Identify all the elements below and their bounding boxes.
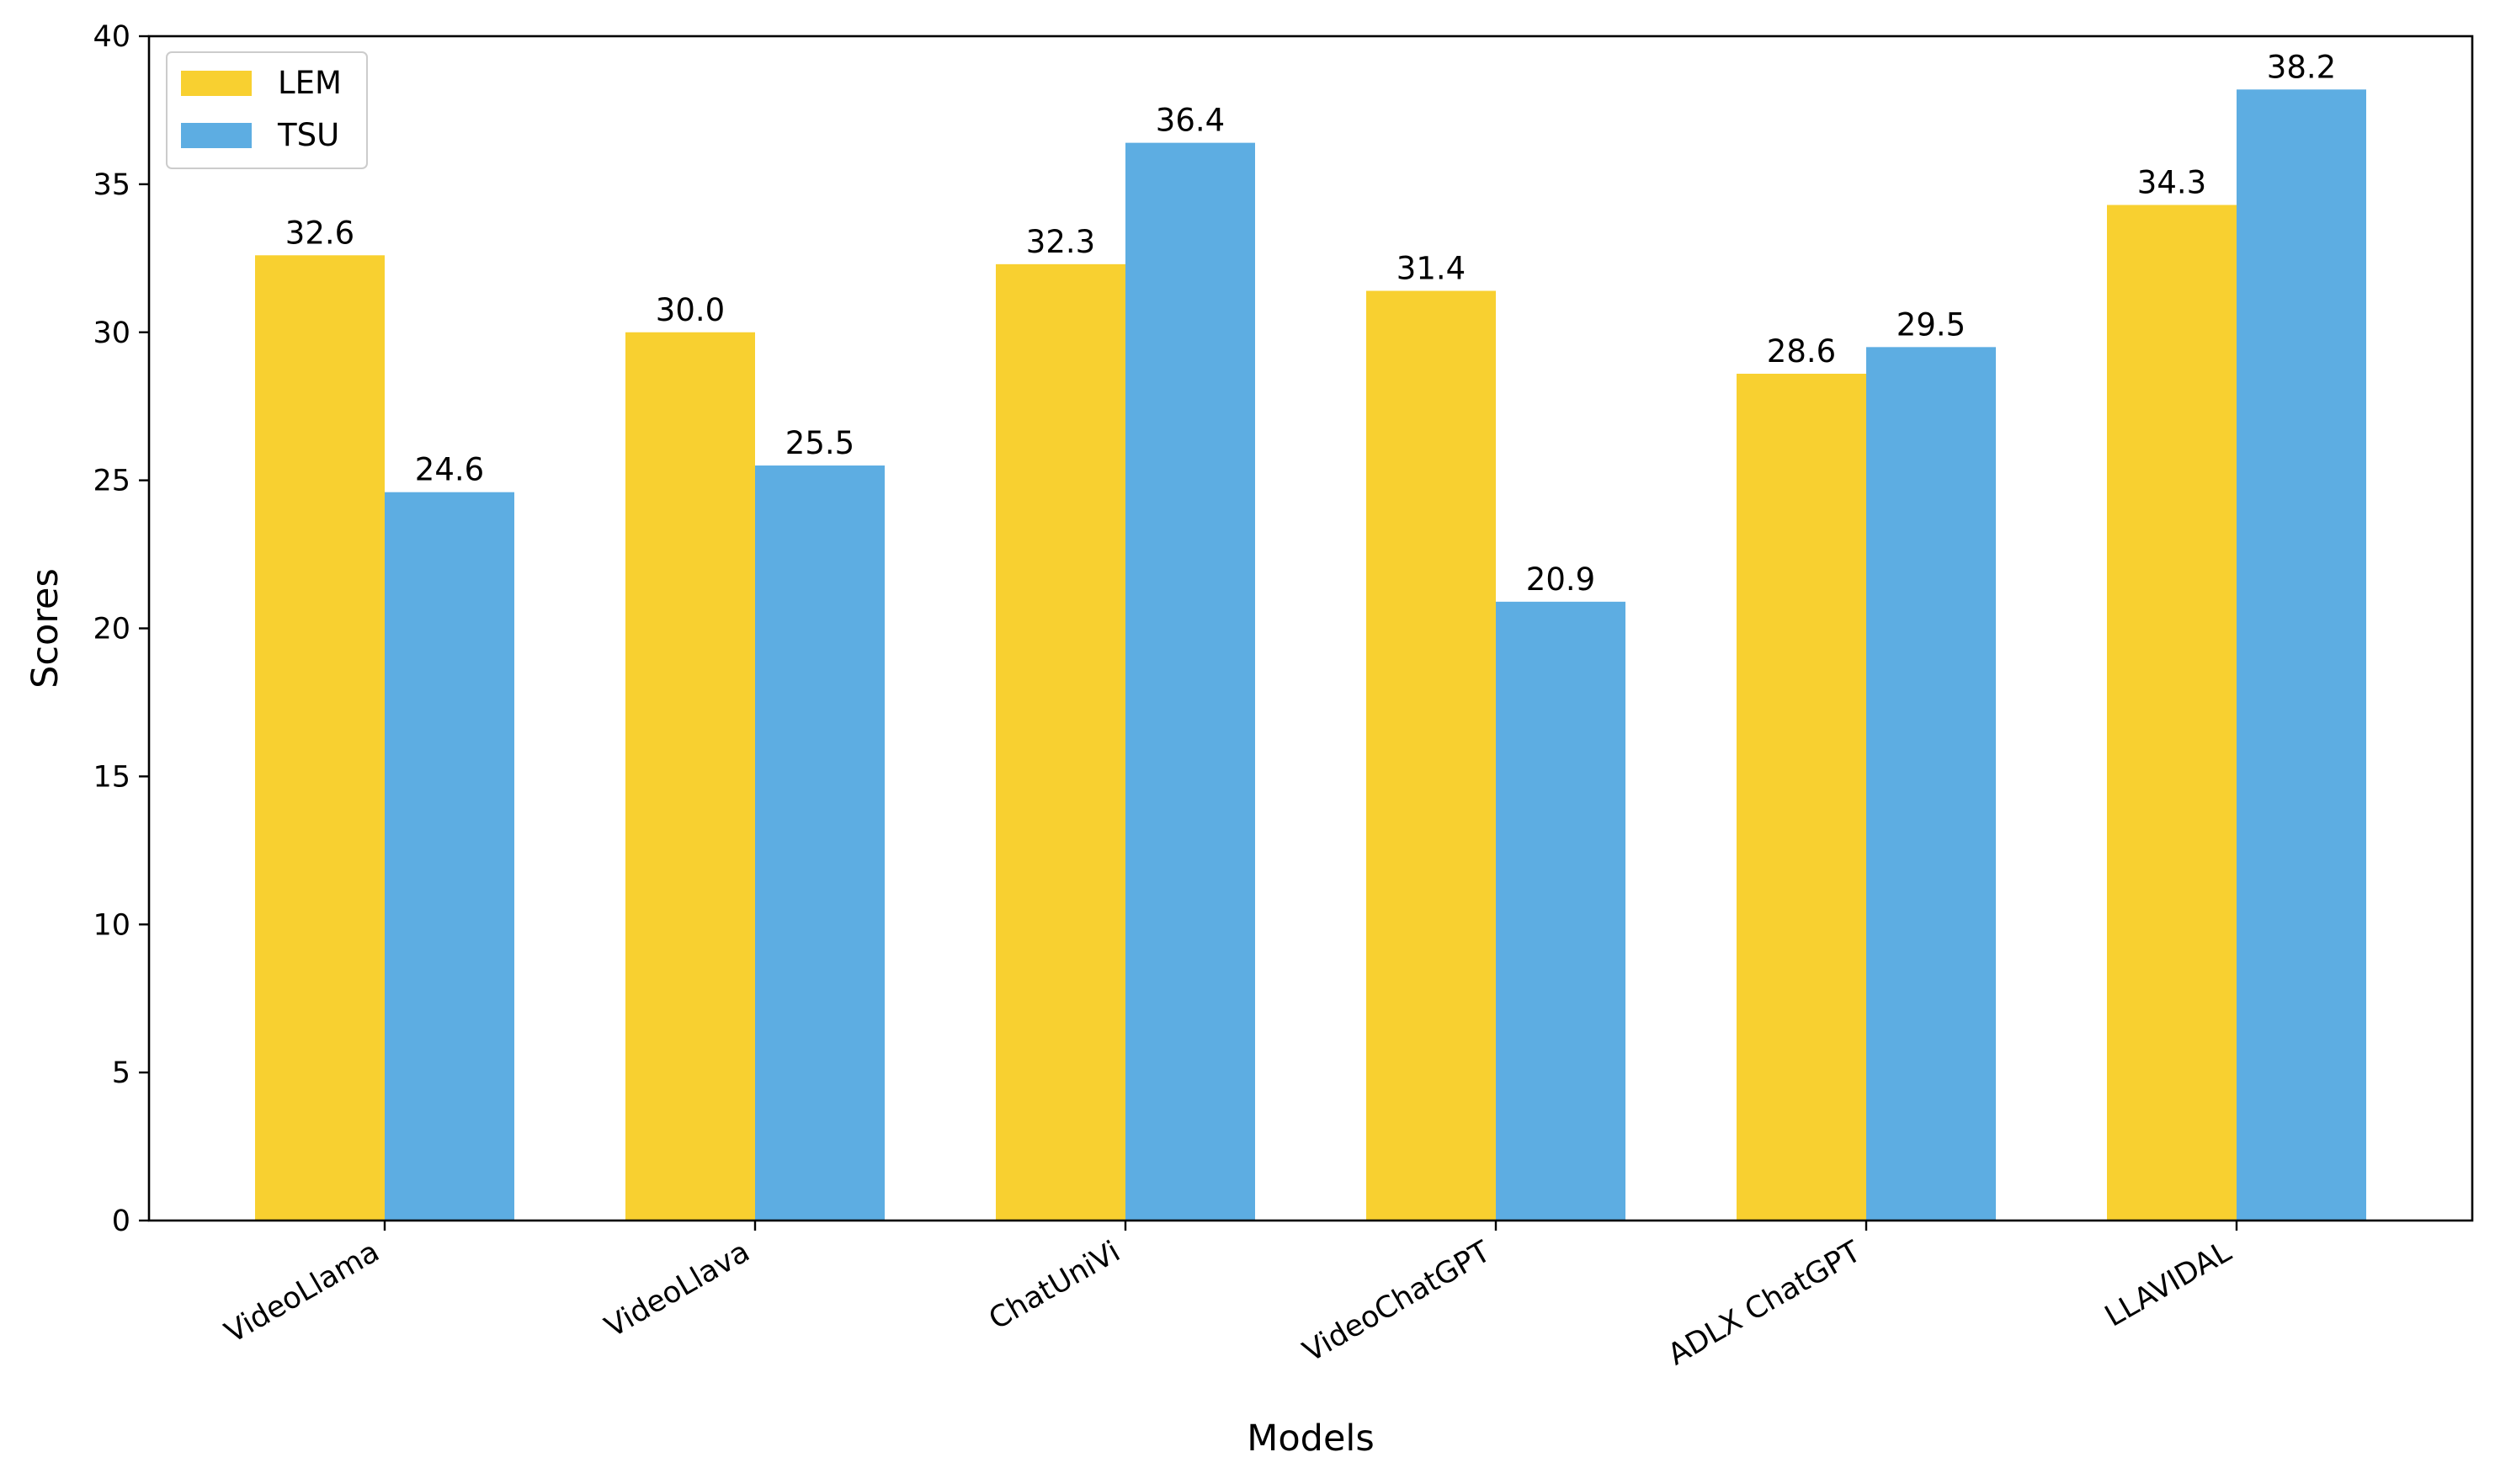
value-label-lem-videollava: 30.0: [656, 292, 725, 328]
value-label-lem-chatunivi: 32.3: [1026, 224, 1095, 260]
y-tick-label-35: 35: [93, 168, 130, 202]
legend-swatch-lem: [181, 71, 252, 96]
x-tick-label-llavidal: LLAVIDAL: [2099, 1235, 2237, 1334]
value-label-tsu-videochatgpt: 20.9: [1526, 561, 1595, 598]
bars-layer: [255, 89, 2366, 1221]
legend: LEM TSU: [166, 51, 368, 169]
value-label-tsu-chatunivi: 36.4: [1156, 103, 1225, 139]
value-label-tsu-videollama: 24.6: [415, 452, 484, 488]
value-label-tsu-videollava: 25.5: [785, 425, 854, 461]
x-axis-title: Models: [1247, 1418, 1375, 1460]
bar-tsu-llavidal: [2237, 89, 2366, 1221]
legend-label-lem: LEM: [278, 65, 342, 101]
value-label-tsu-llavidal: 38.2: [2267, 49, 2336, 85]
y-tick-label-0: 0: [112, 1205, 130, 1238]
bar-lem-videochatgpt: [1366, 290, 1496, 1221]
y-tick-label-20: 20: [93, 613, 130, 646]
x-tick-label-chatunivi: ChatUniVi: [983, 1235, 1125, 1337]
x-tick-label-adlx-chatgpt: ADLX ChatGPT: [1662, 1235, 1867, 1372]
legend-swatch-tsu: [181, 123, 252, 148]
y-tick-label-10: 10: [93, 908, 130, 942]
y-axis-title: Scores: [24, 568, 66, 689]
x-tick-label-videochatgpt: VideoChatGPT: [1297, 1235, 1497, 1370]
bar-lem-videollama: [255, 255, 385, 1221]
value-label-lem-videochatgpt: 31.4: [1396, 251, 1466, 287]
x-axis: VideoLlama VideoLlava ChatUniVi VideoChatGP…: [220, 1221, 2238, 1372]
bar-tsu-videochatgpt: [1496, 601, 1625, 1221]
bar-lem-videollava: [625, 332, 755, 1221]
bar-lem-adlx-chatgpt: [1737, 373, 1866, 1221]
bar-tsu-chatunivi: [1125, 142, 1255, 1221]
x-tick-label-videollava: VideoLlava: [599, 1235, 755, 1344]
value-label-lem-llavidal: 34.3: [2137, 164, 2206, 200]
y-tick-label-40: 40: [93, 20, 130, 54]
bar-tsu-adlx-chatgpt: [1866, 347, 1996, 1221]
bar-lem-chatunivi: [996, 263, 1125, 1221]
value-label-tsu-adlx-chatgpt: 29.5: [1897, 306, 1966, 343]
y-tick-label-5: 5: [112, 1056, 130, 1090]
y-tick-label-25: 25: [93, 465, 130, 498]
legend-label-tsu: TSU: [277, 117, 339, 153]
bar-lem-llavidal: [2107, 205, 2237, 1221]
value-labels-layer: 32.6 24.6 30.0 25.5 32.3 36.4 31.4 20.9 28.6 29.5…: [285, 49, 2336, 598]
x-tick-label-videollama: VideoLlama: [220, 1235, 386, 1350]
value-label-lem-adlx-chatgpt: 28.6: [1767, 333, 1836, 370]
y-tick-label-15: 15: [93, 760, 130, 794]
y-tick-label-30: 30: [93, 316, 130, 350]
y-axis: 0 5 10 15 20 25 30 35 40: [93, 20, 149, 1238]
bar-tsu-videollava: [755, 465, 885, 1221]
bar-tsu-videollama: [385, 492, 514, 1221]
value-label-lem-videollama: 32.6: [285, 215, 354, 251]
